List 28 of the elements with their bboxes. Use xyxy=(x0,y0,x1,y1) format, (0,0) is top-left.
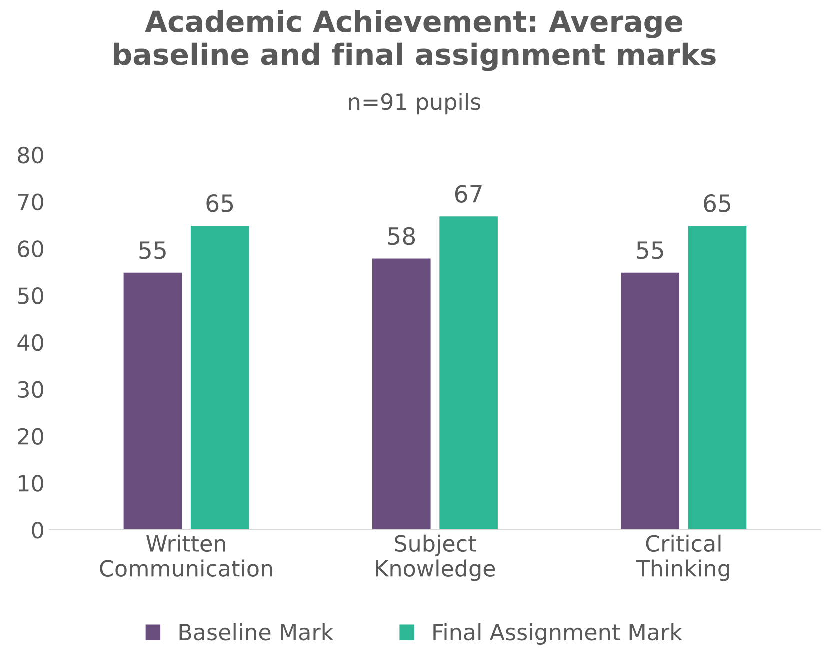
bar xyxy=(122,271,184,530)
chart-title: Academic Achievement: Average baseline and final assignment marks xyxy=(114,10,716,72)
y-tick-label: 30 xyxy=(18,381,44,398)
y-tick-label: 20 xyxy=(18,428,44,445)
data-label: 65 xyxy=(704,194,730,212)
legend-label: Final Assignment Mark xyxy=(434,623,682,645)
data-label: 67 xyxy=(455,185,482,203)
data-label: 55 xyxy=(140,242,166,260)
data-label: 58 xyxy=(388,227,416,246)
data-label: 65 xyxy=(206,194,234,212)
y-tick-label: 50 xyxy=(18,288,44,304)
bar xyxy=(438,215,500,530)
bar xyxy=(686,224,748,530)
x-tick-label: Critical Thinking xyxy=(636,534,730,582)
data-label: 55 xyxy=(637,242,664,260)
chart-subtitle: n=91 pupils xyxy=(349,93,481,115)
bar xyxy=(371,257,432,530)
y-tick-label: 10 xyxy=(19,475,44,492)
y-tick-label: 40 xyxy=(18,334,44,352)
x-tick-label: Subject Knowledge xyxy=(376,534,496,582)
bar xyxy=(620,271,681,530)
x-tick-label: Written Communication xyxy=(100,534,272,577)
y-tick-label: 80 xyxy=(18,146,44,164)
bar xyxy=(190,224,251,530)
y-tick-label: 0 xyxy=(32,522,44,539)
y-tick-label: 70 xyxy=(18,194,44,211)
y-tick-label: 60 xyxy=(18,240,44,258)
legend-label: Baseline Mark xyxy=(180,623,334,641)
